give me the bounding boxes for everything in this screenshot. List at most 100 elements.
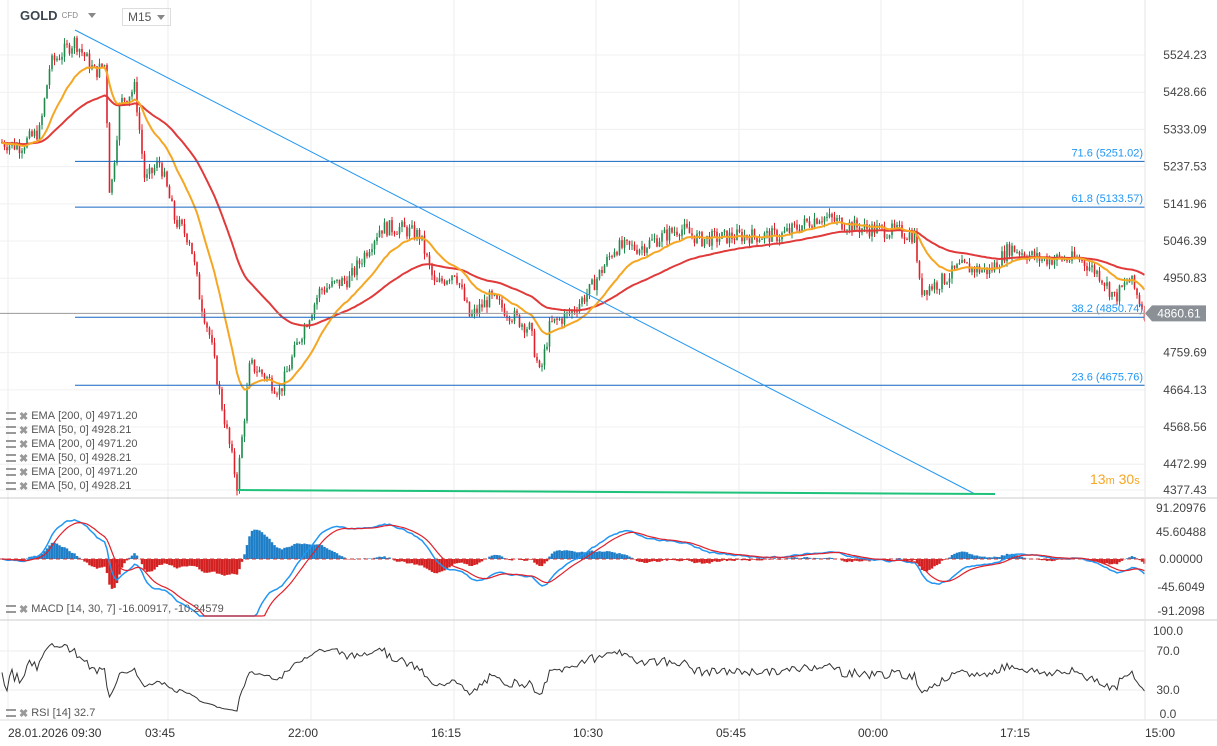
candle [76,37,78,52]
close-icon[interactable]: ✖ [19,480,29,493]
candle [1111,292,1113,297]
timer-s: s [1134,475,1140,487]
candle [748,237,751,244]
candle [743,234,746,242]
legend-ema[interactable]: ✖ EMA [50, 0] 4928.21 [6,423,131,437]
legend-ema[interactable]: ✖ EMA [50, 0] 4928.21 [6,451,131,465]
candle [376,237,378,242]
candle [433,275,436,281]
timeframe-select[interactable]: M15 [122,8,172,26]
candle [636,249,638,254]
candle [21,150,23,154]
candle [678,235,681,237]
candle [241,436,243,458]
candle [771,228,773,242]
settings-icon[interactable] [6,709,16,717]
macd-tick-label: 91.20976 [1156,501,1206,515]
candle [838,217,841,219]
candle [431,264,433,276]
candle [48,69,51,86]
candle [808,221,811,227]
settings-icon[interactable] [6,454,16,462]
legend-rsi[interactable]: ✖ RSI [14] 32.7 [6,706,95,720]
legend-ema[interactable]: ✖ EMA [50, 0] 4928.21 [6,479,131,493]
candle [951,265,953,279]
candle [738,229,741,232]
candle [211,335,213,343]
candle [336,279,338,282]
candle [256,371,258,373]
rsi-tick-label: 100.0 [1153,624,1183,638]
settings-icon[interactable] [6,412,16,420]
candle [246,388,248,421]
candle [1081,260,1083,262]
legend-value: 4971.20 [97,466,138,478]
candle [833,217,836,221]
candle [251,359,253,364]
candle [766,230,768,233]
settings-icon[interactable] [6,468,16,476]
candle [848,222,851,231]
candle [503,307,506,316]
candle [231,444,233,452]
settings-icon[interactable] [6,482,16,490]
candle [796,224,798,230]
settings-icon[interactable] [6,605,16,613]
timer-m: m [1105,475,1115,487]
symbol-selector[interactable]: GOLD CFD [20,8,97,23]
close-icon[interactable]: ✖ [19,707,29,720]
candle [426,253,428,256]
close-icon[interactable]: ✖ [19,410,29,423]
current-price-label: 4860.61 [1157,306,1201,320]
macd-tick-label: -45.6049 [1157,580,1205,594]
candle [658,241,661,247]
candle [1013,245,1016,253]
candle [218,384,221,389]
legend-ema[interactable]: ✖ EMA [200, 0] 4971.20 [6,409,138,423]
candle [873,224,876,234]
candle [943,273,946,284]
close-icon[interactable]: ✖ [19,452,29,465]
close-icon[interactable]: ✖ [19,438,29,451]
candle [98,63,101,78]
candle [81,48,83,53]
candle [348,275,351,288]
candle [1068,260,1071,262]
close-icon[interactable]: ✖ [19,466,29,479]
candle [31,131,33,137]
close-icon[interactable]: ✖ [19,424,29,437]
candle [1046,257,1048,265]
candle [698,232,701,234]
candle [326,288,328,293]
candle [3,142,6,148]
candle [56,58,58,61]
candle [466,300,468,302]
candle [253,359,256,372]
legend-macd[interactable]: ✖ MACD [14, 30, 7] -16.00917, -10.24579 [6,602,224,616]
legend-params: [50, 0] [58,452,89,464]
legend-ema[interactable]: ✖ EMA [200, 0] 4971.20 [6,465,138,479]
candle [733,238,736,240]
candle [353,267,356,276]
legend-params: [200, 0] [58,410,95,422]
candle [173,201,176,220]
candle [521,324,523,327]
candle [681,229,683,236]
candle [403,221,406,228]
candle [618,240,621,255]
settings-icon[interactable] [6,440,16,448]
settings-icon[interactable] [6,426,16,434]
legend-ema[interactable]: ✖ EMA [200, 0] 4971.20 [6,437,138,451]
ema-50-line [1,66,1146,391]
candle [788,228,791,233]
candle [126,100,128,103]
legend-label: EMA [31,466,56,478]
close-icon[interactable]: ✖ [19,603,29,616]
candle [368,252,371,257]
candle [793,223,796,225]
candle [806,218,808,222]
candle [928,286,931,295]
candle [16,144,18,150]
candle [1086,265,1088,271]
